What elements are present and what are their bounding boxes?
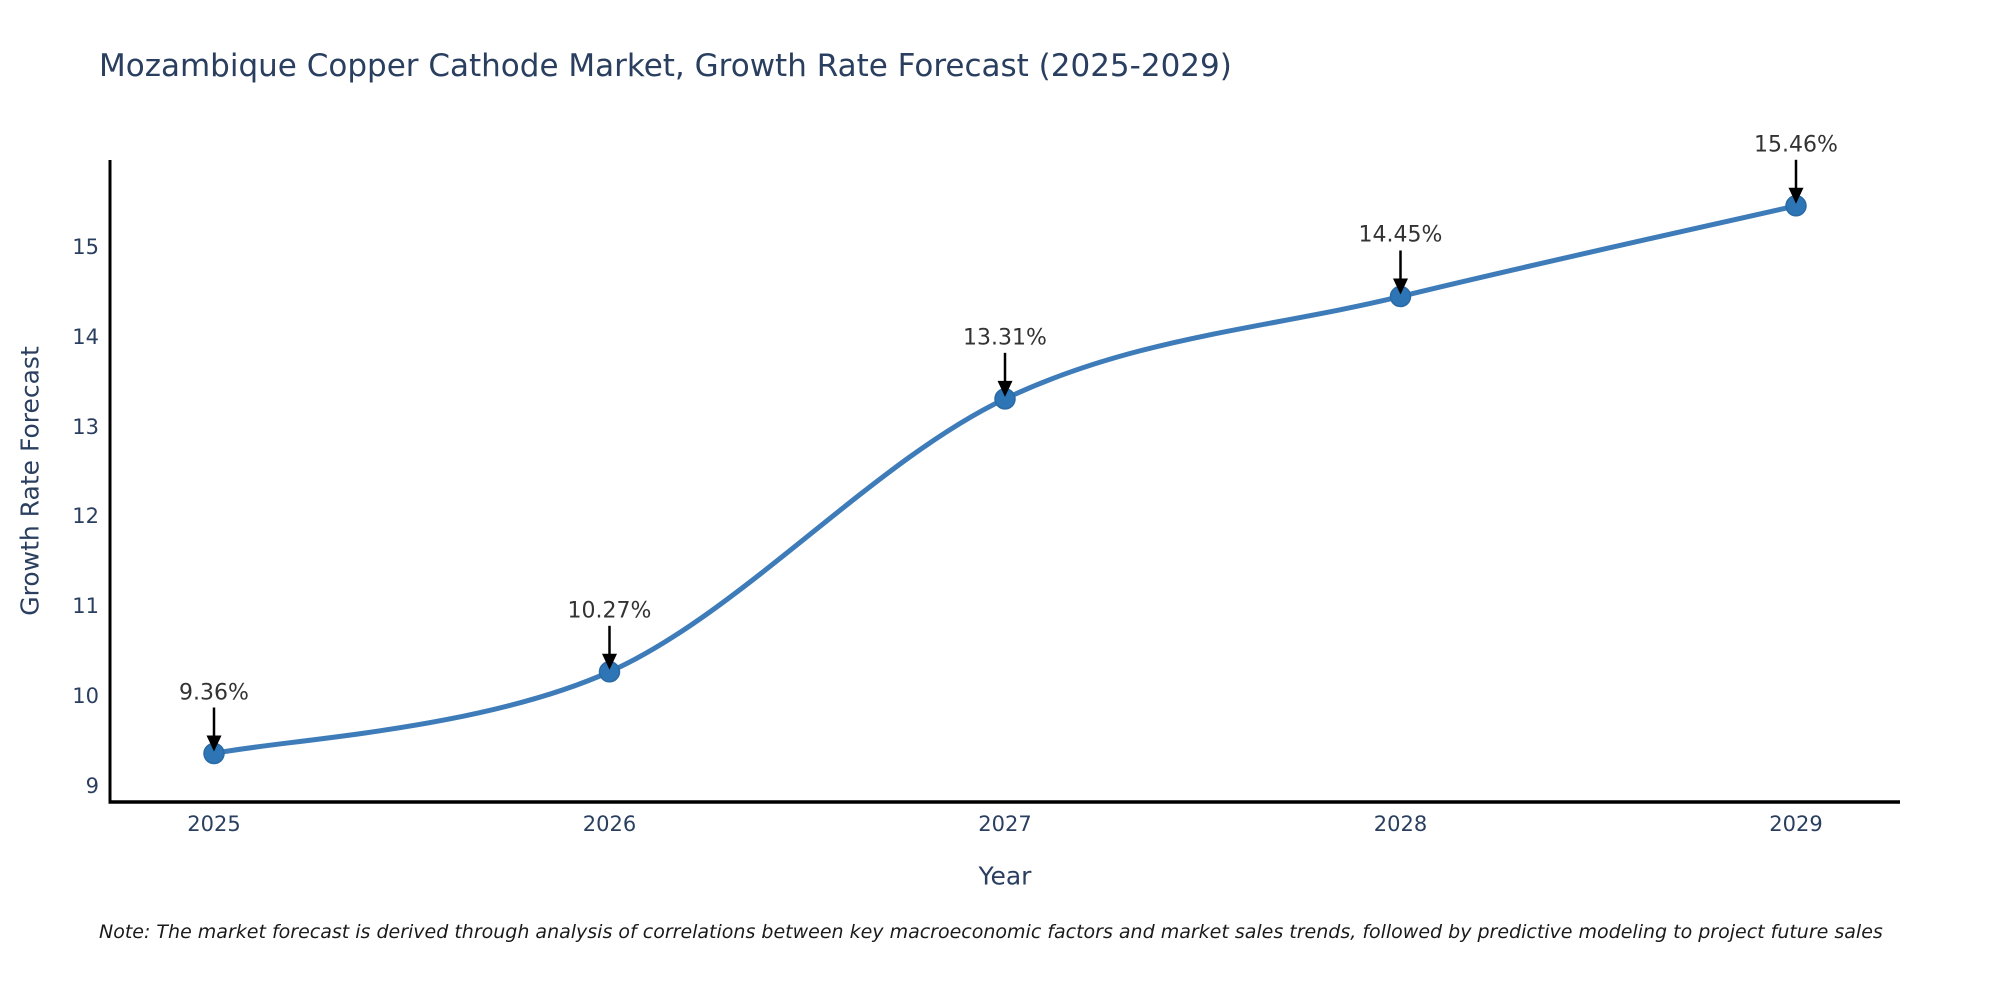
x-tick-label: 2027 [978, 812, 1032, 836]
y-tick-label: 15 [72, 235, 99, 260]
y-tick-label: 13 [72, 414, 99, 439]
footnote: Note: The market forecast is derived thr… [99, 921, 1883, 943]
x-tick-label: 2028 [1373, 812, 1428, 836]
y-tick-label: 10 [72, 684, 99, 709]
annotation-arrowhead-icon [602, 653, 617, 670]
annotation-label: 9.36% [179, 680, 249, 705]
annotation-label: 14.45% [1358, 222, 1443, 248]
x-tick-label: 2029 [1769, 812, 1823, 836]
chart-title: Mozambique Copper Cathode Market, Growth… [99, 48, 1232, 84]
annotation-arrowhead-icon [1788, 187, 1804, 204]
annotation-arrowhead-icon [206, 735, 222, 752]
y-axis-title: Growth Rate Forecast [15, 346, 45, 616]
annotation-label: 13.31% [963, 325, 1047, 351]
annotation-label: 15.46% [1754, 132, 1838, 158]
annotation-arrowhead-icon [1393, 278, 1408, 295]
y-tick-label: 14 [72, 324, 99, 349]
x-tick-label: 2025 [187, 812, 241, 836]
y-tick-label: 9 [85, 773, 99, 798]
y-tick-label: 12 [72, 504, 99, 529]
x-tick-label: 2026 [582, 812, 637, 836]
annotation-arrowhead-icon [997, 380, 1013, 397]
forecast-line[interactable] [211, 203, 1799, 757]
y-tick-label: 11 [72, 594, 99, 619]
x-axis-title: Year [978, 861, 1032, 891]
annotation-label: 10.27% [567, 598, 652, 624]
